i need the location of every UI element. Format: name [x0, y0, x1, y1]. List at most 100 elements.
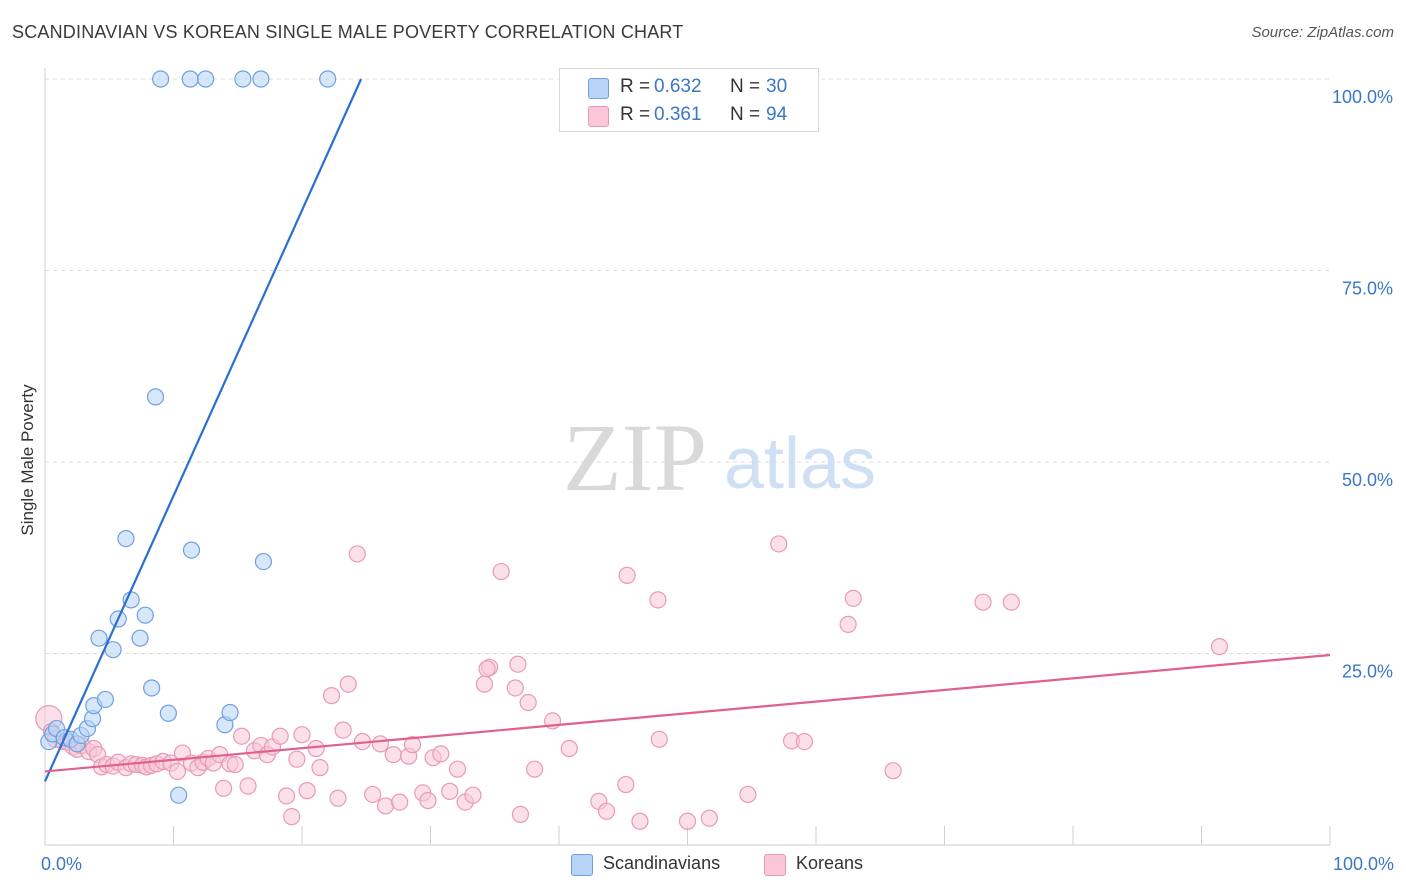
korean-point — [739, 785, 757, 804]
legend-r-label: R = — [620, 104, 651, 125]
trend-lines — [43, 78, 1331, 782]
korean-point — [974, 593, 992, 611]
legend-swatch-scandinavians — [588, 78, 609, 99]
scandinavian-point — [131, 629, 149, 647]
scandinavian-point — [90, 629, 108, 647]
korean-point — [839, 615, 857, 633]
series-legend: Scandinavians Koreans — [0, 852, 1406, 878]
scandinavian-point — [319, 70, 337, 88]
y-tick-label: 100.0% — [1332, 87, 1393, 107]
grid-lines — [45, 78, 1330, 654]
legend-r-value: 0.632 — [654, 76, 702, 97]
legend-swatch-koreans — [588, 106, 609, 127]
korean-point — [519, 693, 537, 712]
koreans-trend-line — [44, 653, 1331, 773]
y-tick-label: 25.0% — [1342, 662, 1393, 682]
korean-point — [448, 760, 467, 778]
korean-point — [298, 782, 316, 800]
korean-point — [233, 727, 251, 745]
korean-point — [560, 739, 578, 758]
scandinavians-trend-line — [43, 78, 363, 782]
korean-point — [492, 562, 510, 581]
scandinavian-point — [136, 606, 154, 624]
korean-point — [1210, 638, 1229, 656]
legend-n-label: N = — [730, 104, 761, 125]
korean-point — [364, 785, 382, 804]
korean-point — [884, 762, 902, 780]
korean-point — [650, 730, 668, 748]
legend-r-value: 0.361 — [654, 104, 702, 125]
korean-point — [226, 755, 244, 774]
scandinavian-point — [254, 552, 273, 571]
korean-point — [432, 745, 450, 763]
korean-point — [525, 760, 544, 778]
korean-point — [1002, 593, 1020, 611]
legend-label-scandinavians: Scandinavians — [603, 853, 721, 873]
korean-point — [419, 791, 437, 810]
korean-point — [293, 726, 311, 744]
korean-point — [464, 786, 482, 804]
korean-point — [475, 675, 494, 693]
watermark: ZIP atlas — [563, 404, 876, 511]
watermark-zip: ZIP — [563, 404, 707, 511]
scandinavian-point — [117, 529, 135, 548]
korean-point — [391, 793, 409, 811]
korean-point — [288, 750, 306, 768]
legend-n-label: N = — [730, 76, 761, 97]
legend-row-scandinavians: R = 0.632 N = 30 — [560, 73, 818, 101]
koreans-points — [35, 535, 1229, 830]
korean-point — [478, 660, 496, 678]
korean-point — [649, 591, 667, 609]
scandinavian-point — [252, 70, 270, 88]
scandinavian-point — [146, 388, 165, 406]
y-tick-label: 50.0% — [1342, 470, 1393, 490]
legend-swatch-scandinavians — [571, 854, 593, 876]
korean-point — [277, 787, 296, 805]
korean-point — [283, 808, 301, 826]
source-label: Source: ZipAtlas.com — [1251, 24, 1394, 41]
korean-point — [348, 545, 366, 563]
korean-point — [618, 566, 636, 584]
scandinavian-point — [170, 786, 188, 804]
scandinavian-point — [182, 541, 201, 559]
y-tick-label: 75.0% — [1342, 279, 1393, 299]
x-tick-label: 0.0% — [41, 854, 82, 874]
korean-point — [239, 777, 257, 795]
scandinavian-point — [234, 70, 252, 88]
legend-swatch-koreans — [764, 854, 786, 876]
korean-point — [597, 802, 616, 820]
chart-title: SCANDINAVIAN VS KOREAN SINGLE MALE POVER… — [12, 22, 684, 42]
watermark-atlas: atlas — [724, 424, 876, 504]
korean-point — [215, 779, 233, 797]
legend-label-koreans: Koreans — [796, 853, 864, 873]
scandinavian-point — [143, 679, 161, 697]
scandinavian-point — [221, 703, 239, 722]
scandinavian-point — [181, 70, 199, 88]
legend-n-value: 94 — [766, 104, 788, 125]
korean-point — [441, 782, 459, 800]
korean-point — [371, 735, 389, 753]
scandinavian-point — [152, 70, 170, 88]
legend-r-label: R = — [620, 76, 651, 97]
legend-n-value: 30 — [766, 76, 788, 97]
korean-point — [403, 736, 422, 754]
korean-point — [384, 746, 402, 764]
korean-point — [795, 732, 814, 751]
korean-point — [506, 679, 524, 697]
x-tick-label: 100.0% — [1333, 854, 1394, 874]
korean-point — [678, 812, 697, 830]
korean-point — [168, 762, 186, 781]
korean-point — [511, 805, 530, 823]
korean-point — [509, 655, 527, 673]
korean-point — [617, 775, 635, 794]
tick-labels: 25.0% 50.0% 75.0% 100.0% 0.0% 100.0% — [41, 87, 1394, 874]
korean-point — [631, 812, 649, 830]
y-axis-label: Single Male Poverty — [18, 384, 37, 536]
korean-point — [311, 759, 329, 777]
korean-point — [334, 721, 352, 739]
scandinavian-point — [197, 70, 215, 88]
korean-point — [329, 789, 347, 807]
korean-point — [700, 809, 718, 827]
scandinavian-point — [159, 704, 177, 722]
